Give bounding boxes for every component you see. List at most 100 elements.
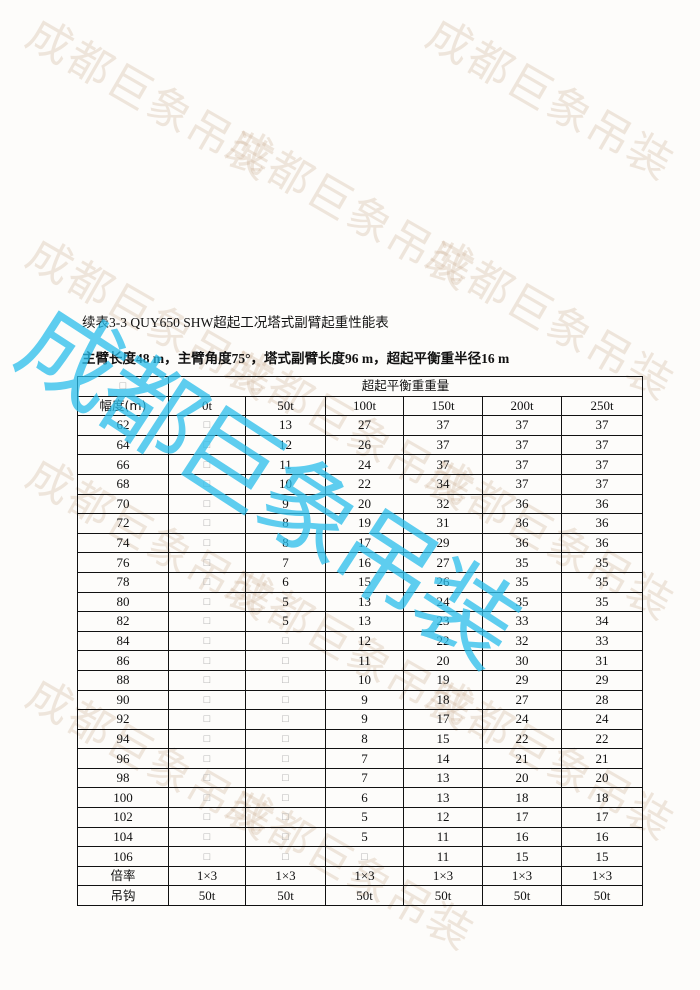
capacity-cell: □	[168, 748, 246, 769]
table-row: 86 □ □ 11 20 30 31	[77, 650, 644, 671]
capacity-cell: 31	[560, 650, 644, 671]
radius-cell: 106	[77, 846, 169, 867]
radius-cell: 84	[77, 630, 169, 652]
capacity-cell: 1×3	[325, 865, 404, 887]
capacity-cell: 15	[482, 846, 562, 867]
table-row: 64 □ 12 26 37 37 37	[77, 434, 644, 456]
capacity-cell: 27	[325, 415, 404, 436]
capacity-cell: 17	[482, 807, 562, 828]
table-row: 70 □ 9 20 32 36 36	[77, 493, 644, 515]
table-row: 94 □ □ 8 15 22 22	[77, 728, 644, 750]
capacity-cell: □	[168, 591, 246, 613]
capacity-cell: 34	[403, 473, 483, 495]
capacity-cell: □	[168, 611, 246, 632]
column-header: 150t	[403, 395, 483, 417]
capacity-cell: □	[168, 709, 246, 730]
capacity-cell: 29	[482, 669, 562, 691]
column-header: 250t	[560, 395, 644, 417]
watermark-tile: 成都巨象吊装	[17, 8, 283, 191]
capacity-cell: 7	[325, 767, 404, 789]
table-row: 106 □ □ □ 11 15 15	[77, 846, 644, 867]
capacity-cell: 21	[482, 748, 562, 769]
capacity-cell: 27	[482, 689, 562, 711]
table-subtitle: 主臂长度48 m，主臂角度75°，塔式副臂长度96 m，超起平衡重半径16 m	[82, 351, 510, 366]
capacity-cell: □	[245, 669, 326, 691]
capacity-cell: 12	[403, 807, 483, 828]
capacity-cell: 7	[325, 748, 404, 769]
capacity-cell: 37	[482, 415, 562, 436]
capacity-cell: □	[245, 689, 326, 711]
capacity-cell: 10	[245, 473, 326, 495]
capacity-cell: 11	[325, 650, 404, 671]
capacity-cell: 13	[325, 611, 404, 632]
capacity-cell: 24	[482, 709, 562, 730]
table-row: 104 □ □ 5 11 16 16	[77, 826, 644, 848]
column-header: 200t	[482, 395, 562, 417]
capacity-cell: 16	[560, 826, 644, 848]
capacity-cell: 5	[245, 611, 326, 632]
radius-cell: 98	[77, 767, 169, 789]
capacity-cell: □	[168, 532, 246, 554]
capacity-cell: 37	[560, 454, 644, 475]
capacity-cell: 34	[560, 611, 644, 632]
table-row: 96 □ □ 7 14 21 21	[77, 748, 644, 769]
capacity-cell: 36	[560, 532, 644, 554]
capacity-cell: 10	[325, 669, 404, 691]
capacity-cell: 37	[560, 473, 644, 495]
capacity-cell: 20	[482, 767, 562, 789]
table-row: 84 □ □ 12 22 32 33	[77, 630, 644, 652]
table-title: 续表3-3 QUY650 SHW超起工况塔式副臂起重性能表	[82, 315, 389, 330]
capacity-cell: 50t	[245, 885, 326, 907]
table-row: 80 □ 5 13 24 35 35	[77, 591, 644, 613]
capacity-cell: 9	[325, 689, 404, 711]
capacity-cell: □	[245, 630, 326, 652]
radius-cell: 倍率	[77, 865, 169, 887]
capacity-cell: 5	[325, 826, 404, 848]
radius-cell: 74	[77, 532, 169, 554]
capacity-cell: □	[168, 767, 246, 789]
radius-cell: 吊钩	[77, 885, 169, 907]
capacity-cell: □	[168, 650, 246, 671]
capacity-cell: 21	[560, 748, 644, 769]
capacity-cell: 33	[560, 630, 644, 652]
capacity-cell: 37	[560, 434, 644, 456]
footer-row: 倍率 1×3 1×3 1×3 1×3 1×3 1×3	[77, 865, 644, 887]
capacity-cell: 15	[403, 728, 483, 750]
capacity-cell: □	[325, 846, 404, 867]
capacity-cell: 37	[482, 434, 562, 456]
capacity-cell: 50t	[325, 885, 404, 907]
radius-cell: 70	[77, 493, 169, 515]
capacity-cell: 22	[560, 728, 644, 750]
table-row: 88 □ □ 10 19 29 29	[77, 669, 644, 691]
capacity-cell: 26	[325, 434, 404, 456]
capacity-cell: 5	[325, 807, 404, 828]
capacity-cell: □	[168, 807, 246, 828]
capacity-cell: 37	[560, 415, 644, 436]
capacity-cell: 1×3	[482, 865, 562, 887]
capacity-cell: 50t	[560, 885, 644, 907]
capacity-cell: 1×3	[403, 865, 483, 887]
capacity-cell: 36	[560, 513, 644, 534]
capacity-cell: 6	[325, 787, 404, 809]
capacity-cell: 11	[403, 826, 483, 848]
capacity-cell: □	[168, 728, 246, 750]
capacity-cell: 1×3	[560, 865, 644, 887]
capacity-cell: 15	[325, 571, 404, 593]
capacity-cell: 16	[482, 826, 562, 848]
table-row: 82 □ 5 13 23 33 34	[77, 611, 644, 632]
capacity-cell: □	[245, 807, 326, 828]
capacity-cell: 13	[403, 787, 483, 809]
lifting-capacity-table: □ 超起平衡重重量 幅度(m) 0t 50t 100t 150t 200t 250t 62…	[77, 376, 644, 907]
capacity-cell: 50t	[482, 885, 562, 907]
capacity-cell: □	[245, 767, 326, 789]
radius-cell: 72	[77, 513, 169, 534]
watermark-tile: 成都巨象吊装	[417, 8, 683, 191]
capacity-cell: 22	[482, 728, 562, 750]
radius-cell: 96	[77, 748, 169, 769]
capacity-cell: 12	[325, 630, 404, 652]
capacity-cell: 15	[560, 846, 644, 867]
capacity-cell: 18	[560, 787, 644, 809]
capacity-cell: 18	[482, 787, 562, 809]
table-row: 74 □ 8 17 29 36 36	[77, 532, 644, 554]
capacity-cell: 14	[403, 748, 483, 769]
